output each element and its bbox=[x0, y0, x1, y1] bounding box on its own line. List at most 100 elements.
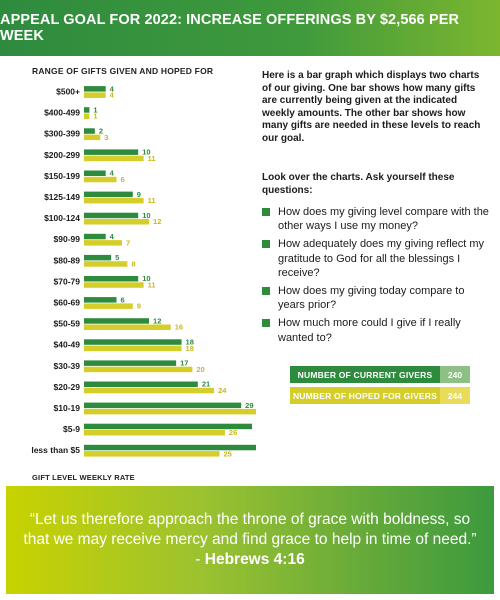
bar-value-label: 11 bbox=[148, 281, 156, 290]
bar-value-label: 4 bbox=[110, 84, 115, 93]
intro-paragraph: Here is a bar graph which displays two c… bbox=[262, 70, 481, 144]
current-givers-bar bbox=[84, 233, 106, 240]
legend-hoped-givers: NUMBER OF HOPED FOR GIVERS 244 bbox=[290, 387, 470, 404]
question-item: How much more could I give if I really w… bbox=[262, 316, 490, 344]
category-label: $300-399 bbox=[44, 129, 80, 139]
current-givers-bar bbox=[84, 107, 90, 113]
hoped-givers-bar bbox=[84, 324, 171, 330]
current-givers-bar bbox=[84, 381, 198, 387]
category-label: $500+ bbox=[56, 87, 80, 97]
hoped-givers-bar bbox=[84, 113, 90, 119]
category-label: $100-124 bbox=[44, 213, 80, 223]
current-givers-bar bbox=[84, 254, 112, 261]
hoped-givers-bar bbox=[84, 92, 106, 98]
gift-range-bar-chart: $500+ 44$400-499 11$300-399 23$200-299 1011$… bbox=[31, 84, 256, 458]
category-label: $200-299 bbox=[44, 150, 80, 160]
category-label: $125-149 bbox=[44, 192, 80, 202]
legend-current-givers: NUMBER OF CURRENT GIVERS 240 bbox=[290, 366, 470, 383]
hoped-givers-bar bbox=[84, 387, 215, 394]
question-list: How does my giving level compare with th… bbox=[262, 205, 490, 349]
current-givers-bar bbox=[84, 423, 253, 430]
page-title: APPEAL GOAL FOR 2022: INCREASE OFFERINGS… bbox=[0, 12, 460, 44]
hoped-givers-bar bbox=[84, 197, 144, 204]
hoped-givers-bar bbox=[84, 366, 193, 373]
question-item: How does my giving level compare with th… bbox=[262, 205, 490, 233]
bar-value-label: 18 bbox=[186, 338, 194, 347]
square-bullet-icon bbox=[262, 208, 270, 216]
hoped-givers-bar bbox=[84, 430, 225, 436]
question-text: How does my giving today compare to year… bbox=[278, 285, 465, 312]
bar-value-label: 12 bbox=[153, 217, 161, 226]
category-label: $40-49 bbox=[54, 340, 81, 350]
current-givers-bar bbox=[84, 444, 256, 451]
bar-value-label: 1 bbox=[93, 112, 97, 121]
bar-value-label: 8 bbox=[131, 259, 135, 268]
hoped-givers-bar bbox=[84, 155, 144, 162]
bar-value-label: 21 bbox=[202, 380, 210, 389]
bar-value-label: 1 bbox=[93, 105, 97, 114]
current-givers-bar bbox=[84, 149, 139, 155]
question-text: How does my giving level compare with th… bbox=[278, 206, 489, 233]
legend-label: NUMBER OF HOPED FOR GIVERS bbox=[290, 387, 440, 404]
bar-value-label: 6 bbox=[121, 295, 125, 304]
bar-value-label: 29 bbox=[245, 401, 253, 410]
bar-value-label: 16 bbox=[175, 323, 183, 332]
bar-value-label: 5 bbox=[115, 253, 119, 262]
category-label: $30-39 bbox=[54, 361, 81, 371]
bar-value-label: 4 bbox=[110, 232, 115, 241]
bar-value-label: 11 bbox=[148, 196, 156, 205]
hoped-givers-bar bbox=[84, 451, 220, 457]
scripture-banner: “Let us therefore approach the throne of… bbox=[6, 486, 494, 594]
chart-title: RANGE OF GIFTS GIVEN AND HOPED FOR bbox=[32, 66, 214, 76]
current-givers-bar bbox=[84, 276, 139, 282]
legend-label: NUMBER OF CURRENT GIVERS bbox=[290, 366, 440, 383]
hoped-givers-bar bbox=[84, 303, 133, 309]
category-label: $60-69 bbox=[54, 298, 81, 308]
category-label: $90-99 bbox=[54, 234, 81, 244]
bar-value-label: 4 bbox=[110, 91, 115, 100]
question-text: How adequately does my giving reflect my… bbox=[278, 238, 485, 279]
square-bullet-icon bbox=[262, 240, 270, 249]
hoped-givers-bar bbox=[84, 261, 128, 267]
bar-value-label: 10 bbox=[142, 211, 150, 220]
current-givers-bar bbox=[84, 170, 106, 176]
hoped-givers-bar bbox=[84, 219, 150, 225]
lookover-paragraph: Look over the charts. Ask yourself these… bbox=[262, 172, 455, 196]
bar-value-label: 3 bbox=[104, 133, 108, 142]
bar-value-label: 7 bbox=[126, 238, 130, 247]
current-givers-bar bbox=[84, 402, 242, 409]
hoped-givers-bar bbox=[84, 345, 182, 352]
chart-x-axis-title: GIFT LEVEL WEEKLY RATE bbox=[32, 473, 135, 482]
current-givers-bar bbox=[84, 86, 106, 92]
scripture-quote: “Let us therefore approach the throne of… bbox=[6, 510, 494, 570]
question-text: How much more could I give if I really w… bbox=[278, 317, 461, 344]
question-item: How adequately does my giving reflect my… bbox=[262, 237, 490, 280]
category-label: $150-199 bbox=[44, 171, 80, 181]
page-header: APPEAL GOAL FOR 2022: INCREASE OFFERINGS… bbox=[0, 0, 500, 56]
category-label: $70-79 bbox=[54, 276, 81, 286]
hoped-givers-bar bbox=[84, 240, 122, 246]
current-givers-bar bbox=[84, 339, 182, 345]
hoped-givers-bar bbox=[84, 134, 101, 141]
current-givers-bar bbox=[84, 360, 177, 366]
current-givers-bar bbox=[84, 191, 133, 198]
hoped-givers-bar bbox=[84, 282, 144, 288]
category-label: less than $5 bbox=[31, 445, 80, 455]
bar-value-label: 11 bbox=[148, 154, 156, 163]
bar-value-label: 9 bbox=[137, 302, 141, 311]
bar-value-label: 24 bbox=[218, 386, 227, 395]
bar-value-label: 10 bbox=[142, 148, 150, 157]
bar-value-label: 17 bbox=[180, 359, 188, 368]
scripture-reference: Hebrews 4:16 bbox=[204, 551, 305, 568]
category-label: $80-89 bbox=[54, 255, 81, 265]
legend-count: 244 bbox=[440, 387, 470, 404]
current-givers-bar bbox=[84, 318, 150, 324]
bar-value-label: 20 bbox=[196, 365, 204, 374]
category-label: $400-499 bbox=[44, 108, 80, 118]
quote-text: “Let us therefore approach the throne of… bbox=[23, 511, 477, 548]
bar-value-label: 6 bbox=[121, 175, 125, 184]
hoped-givers-bar bbox=[84, 408, 256, 415]
bar-value-label: 9 bbox=[137, 190, 141, 199]
category-label: $50-59 bbox=[54, 319, 81, 329]
quote-separator: - bbox=[195, 551, 205, 568]
